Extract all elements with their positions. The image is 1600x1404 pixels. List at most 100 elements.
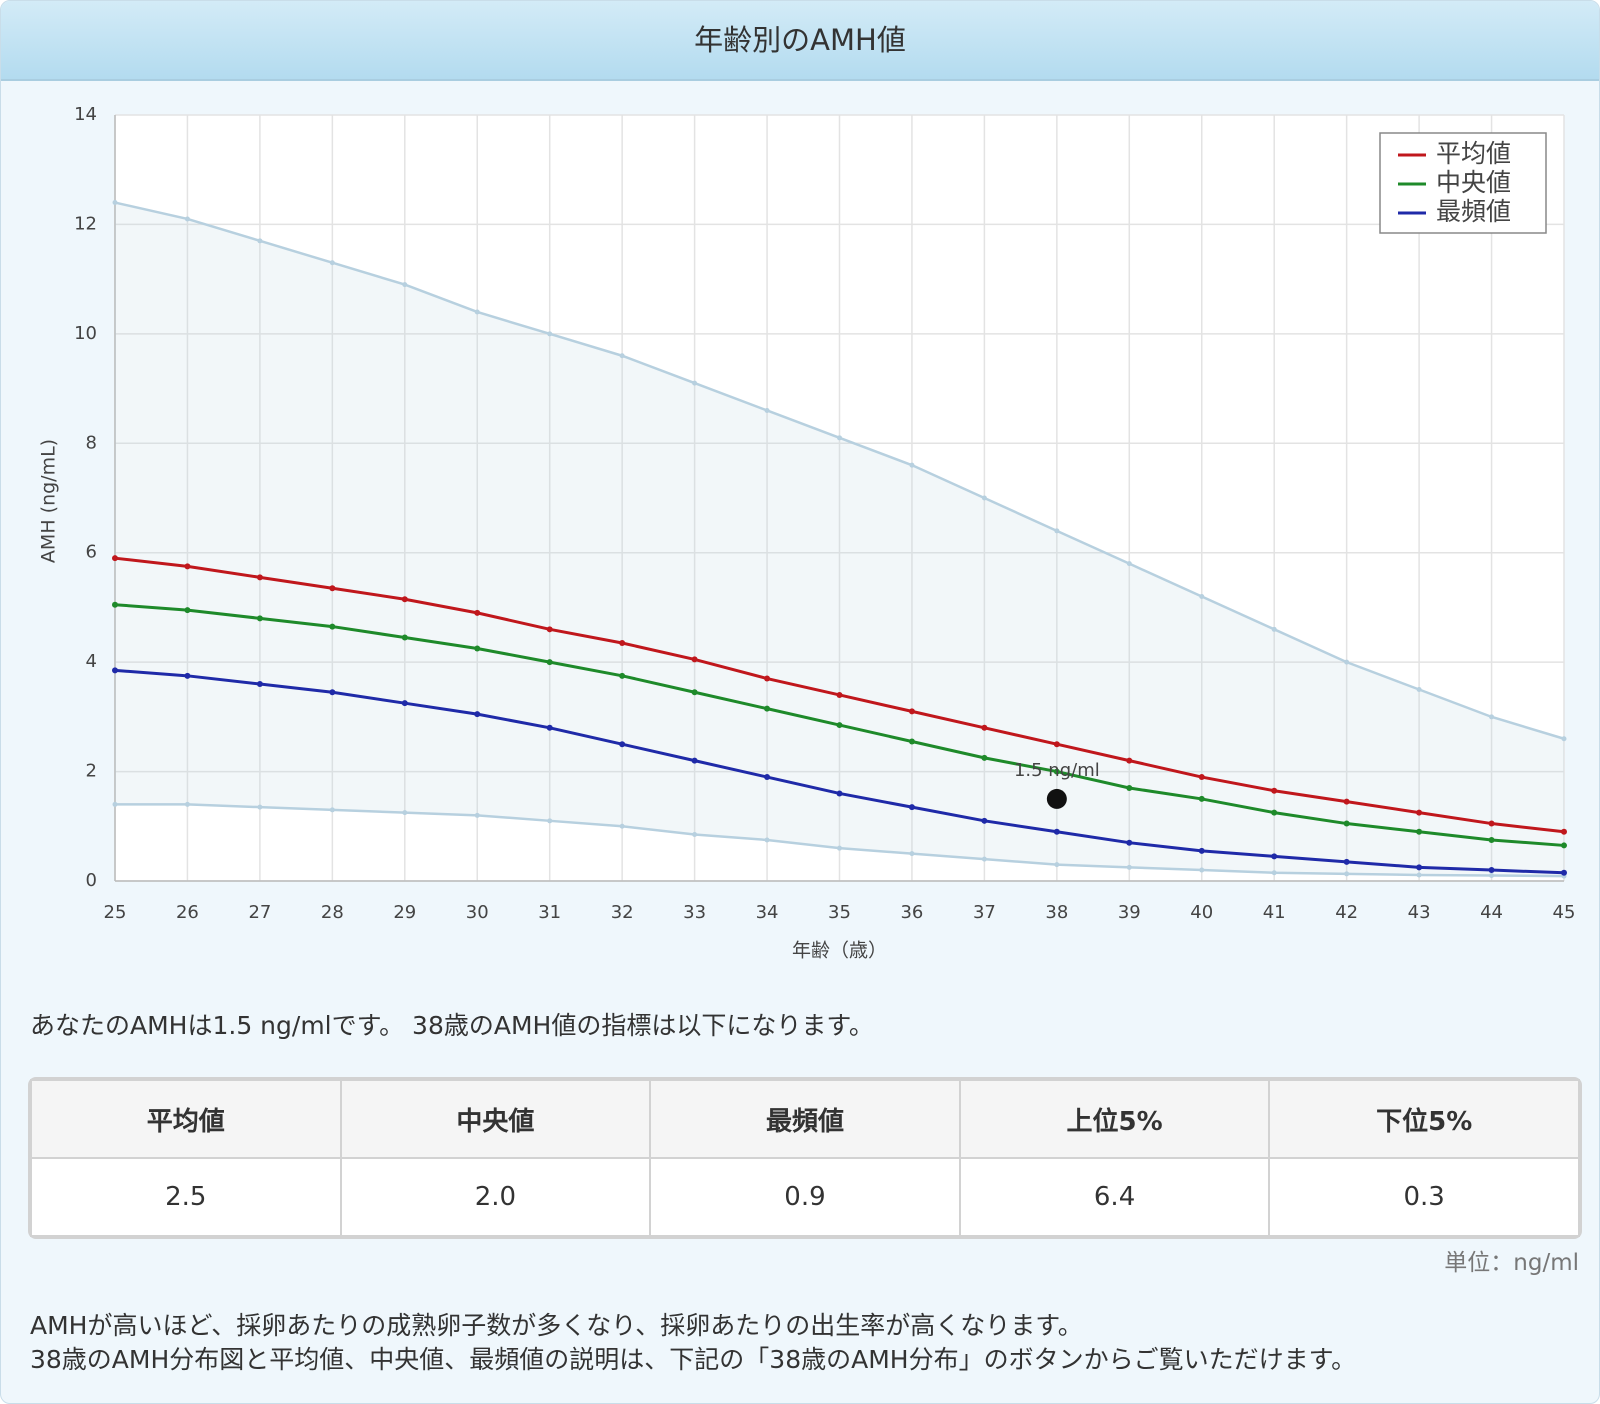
band-lower-line-dot [1344, 871, 1350, 877]
x-tick-label: 29 [393, 902, 416, 923]
band-lower-line-dot [329, 807, 335, 813]
series-line-dot [836, 790, 843, 797]
x-tick-label: 43 [1408, 902, 1431, 923]
x-axis-label: 年齢（歳） [792, 940, 887, 962]
legend-label: 最頻値 [1436, 197, 1511, 226]
series-line-dot [1561, 828, 1567, 835]
band-lower-line-dot [547, 818, 553, 824]
band-upper-line-dot [257, 238, 263, 244]
series-line-dot [1271, 787, 1278, 794]
series-line-dot [836, 722, 843, 729]
series-line-dot [1561, 842, 1567, 849]
band-lower-line-dot [1054, 862, 1060, 868]
x-tick-label: 37 [973, 902, 996, 923]
series-line-dot [546, 626, 553, 633]
series-line-dot [474, 711, 481, 718]
series-line-dot [1343, 820, 1350, 827]
band-upper-line-dot [402, 282, 408, 288]
series-line-dot [1126, 784, 1133, 791]
band-upper-line-dot [474, 309, 480, 315]
x-tick-label: 27 [248, 902, 271, 923]
band-upper-line-dot [1561, 736, 1567, 742]
series-line-dot [764, 705, 771, 712]
series-line-dot [329, 623, 336, 630]
series-line-dot [401, 634, 408, 641]
x-tick-label: 33 [683, 902, 706, 923]
series-line-dot [691, 656, 698, 663]
y-tick-label: 0 [86, 870, 97, 891]
band-lower-line-dot [764, 837, 770, 843]
table-header-cell: 最頻値 [649, 1079, 961, 1159]
series-line-dot [1416, 809, 1423, 816]
table-cell: 2.0 [339, 1157, 652, 1237]
series-line-dot [836, 691, 843, 698]
y-tick-label: 6 [86, 542, 97, 563]
y-tick-label: 8 [86, 432, 97, 453]
table-header-cell: 中央値 [339, 1079, 652, 1159]
band-upper-line-dot [619, 353, 625, 359]
series-line-dot [1561, 869, 1567, 876]
series-line-dot [256, 615, 263, 622]
series-line-dot [908, 804, 915, 811]
series-line-dot [1343, 858, 1350, 865]
series-line-dot [619, 741, 626, 748]
series-line-dot [546, 659, 553, 666]
y-axis-label: AMH (ng/mL) [38, 439, 60, 563]
series-line-dot [1198, 847, 1205, 854]
series-line-dot [1343, 798, 1350, 805]
table-cell: 6.4 [958, 1157, 1271, 1237]
table-cell: 0.9 [649, 1157, 961, 1237]
x-tick-label: 36 [900, 902, 923, 923]
y-tick-label: 2 [86, 761, 97, 782]
band-lower-line-dot [619, 823, 625, 829]
series-line-dot [474, 609, 481, 616]
chart: 0 2 4 6 8 10 12 14 25 26 27 28 29 30 31 32 33 34 35 36 37 38 3… [38, 104, 1576, 962]
series-line-dot [256, 574, 263, 581]
x-tick-label: 40 [1190, 902, 1213, 923]
x-tick-label: 38 [1045, 902, 1068, 923]
x-tick-label: 45 [1553, 902, 1576, 923]
band-lower-line-dot [909, 851, 915, 857]
series-line-dot [1271, 809, 1278, 816]
series-line-dot [1053, 741, 1060, 748]
x-tick-label: 31 [538, 902, 561, 923]
series-line-dot [401, 596, 408, 603]
series-line-dot [1416, 864, 1423, 871]
y-tick-label: 10 [74, 323, 97, 344]
x-tick-label: 32 [611, 902, 634, 923]
band-upper-line-dot [1344, 659, 1350, 665]
table-cell: 2.5 [30, 1157, 342, 1237]
series-line-dot [401, 700, 408, 707]
series-line-dot [1488, 867, 1495, 874]
series-line-dot [1126, 757, 1133, 764]
series-line-dot [691, 757, 698, 764]
band-upper-line-dot [1199, 593, 1205, 599]
band-lower-line-dot [837, 845, 842, 851]
series-line-dot [1126, 839, 1133, 846]
band-lower-line-dot [402, 810, 408, 816]
table-cell: 0.3 [1268, 1157, 1580, 1237]
series-line-dot [112, 555, 118, 562]
note: AMHが高いほど、採卵あたりの成熟卵子数が多くなり、採卵あたりの出生率が高くなり… [30, 1311, 1083, 1340]
series-line-dot [1271, 853, 1278, 860]
legend-label: 中央値 [1436, 168, 1511, 197]
x-tick-label: 39 [1118, 902, 1141, 923]
x-tick-label: 44 [1480, 902, 1503, 923]
x-tick-label: 42 [1335, 902, 1358, 923]
x-tick-label: 25 [104, 902, 127, 923]
band-upper-line-dot [909, 462, 915, 468]
series-line-dot [329, 689, 336, 696]
band-upper-line-dot [329, 260, 335, 266]
band-lower-line-dot [112, 801, 118, 807]
band-lower-line-dot [1199, 867, 1205, 873]
band-upper-line-dot [1489, 714, 1495, 720]
table-header-row: 平均値 中央値 最頻値 上位5% 下位5% [30, 1079, 1580, 1159]
table-header-cell: 平均値 [30, 1079, 342, 1159]
series-line-dot [1416, 828, 1423, 835]
series-line-dot [1488, 820, 1495, 827]
series-line-dot [112, 601, 118, 608]
band-upper-line-dot [547, 331, 553, 337]
x-tick-label: 35 [828, 902, 851, 923]
band-upper-line-dot [1271, 626, 1277, 632]
series-line-dot [546, 724, 553, 731]
